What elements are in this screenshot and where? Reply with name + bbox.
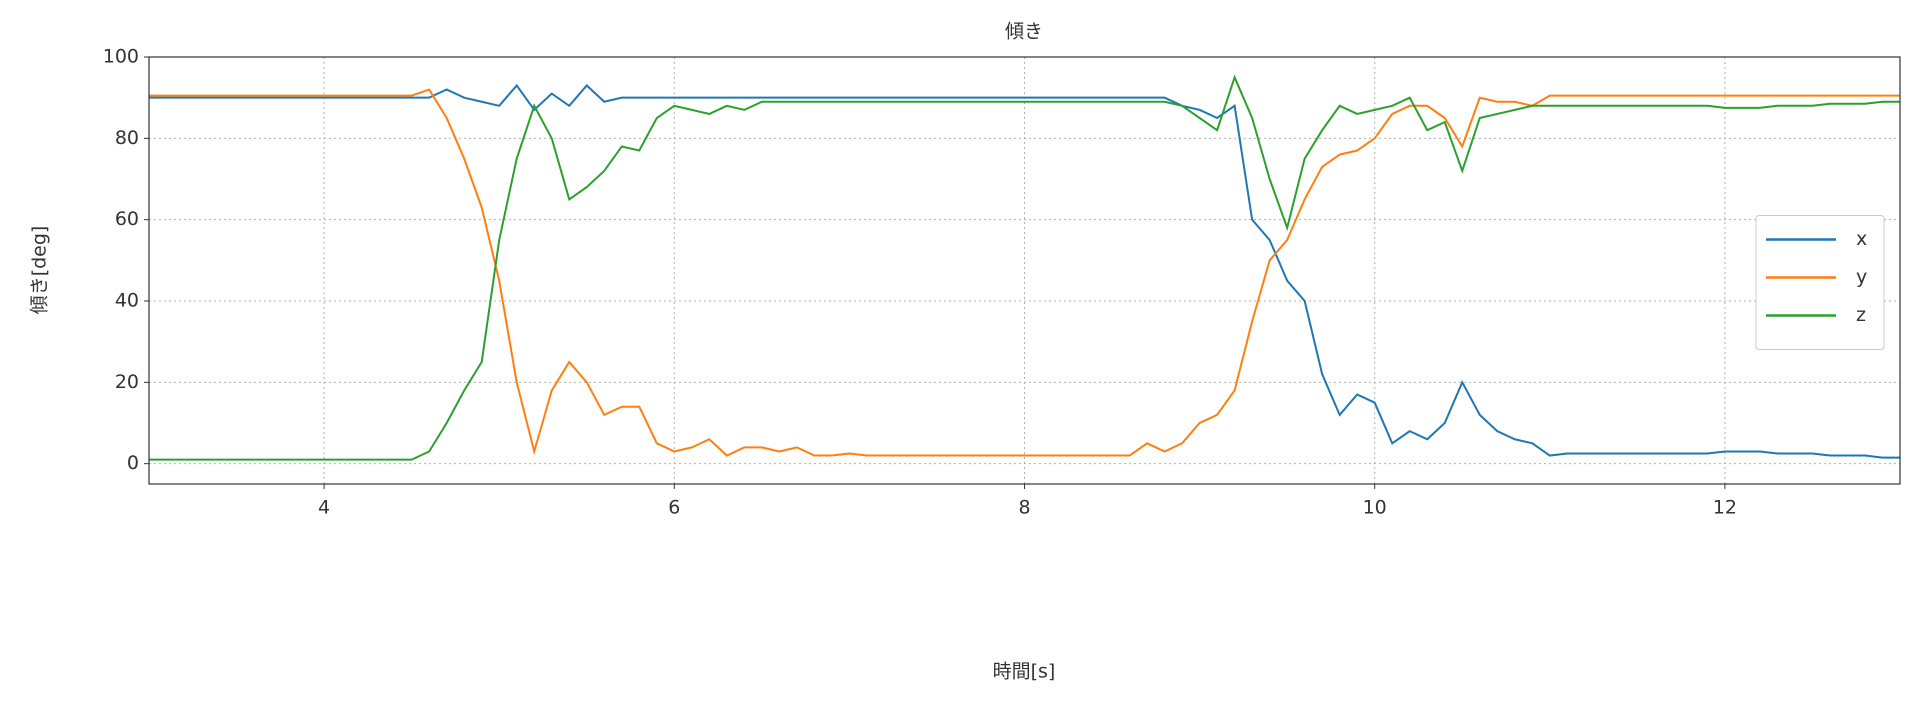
y-tick-label: 20 — [115, 371, 139, 393]
y-tick-label: 80 — [115, 127, 139, 149]
series-line — [149, 74, 1900, 461]
legend-label: y — [1856, 266, 1867, 288]
legend-label: x — [1856, 228, 1867, 250]
y-tick-label: 0 — [127, 452, 139, 474]
x-tick-label: 12 — [1713, 497, 1737, 519]
series-line — [149, 88, 1900, 457]
y-tick-label: 60 — [115, 208, 139, 230]
x-tick-label: 8 — [1018, 497, 1030, 519]
x-axis-label: 時間[s] — [993, 661, 1056, 683]
x-tick-label: 10 — [1363, 497, 1387, 519]
y-tick-label: 100 — [103, 46, 139, 68]
series-line — [149, 83, 1900, 459]
chart-title: 傾き — [1005, 21, 1043, 43]
x-tick-label: 4 — [318, 497, 330, 519]
x-tick-label: 6 — [668, 497, 680, 519]
y-axis-label: 傾き[deg] — [29, 226, 51, 315]
y-tick-label: 40 — [115, 290, 139, 312]
plot-frame — [148, 56, 1901, 485]
legend-label: z — [1856, 304, 1866, 326]
